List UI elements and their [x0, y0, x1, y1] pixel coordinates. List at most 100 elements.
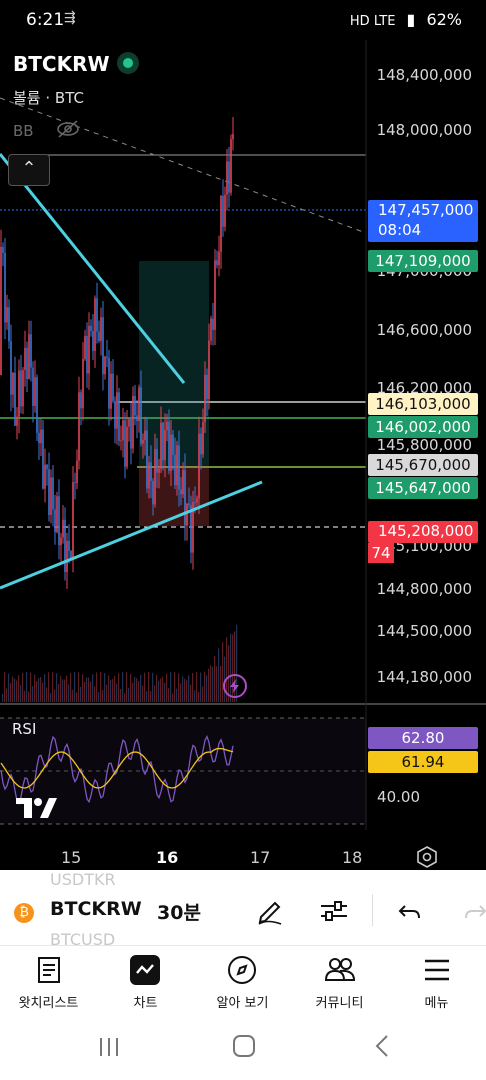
volume-bar — [152, 672, 154, 702]
volume-bar — [80, 686, 82, 702]
volume-bar — [28, 691, 30, 702]
price-tag-sub: 08:04 — [378, 221, 422, 239]
candle — [186, 503, 188, 526]
volume-bar — [128, 687, 130, 702]
volume-bar — [176, 688, 178, 702]
candle — [26, 347, 28, 379]
volume-bar — [36, 681, 38, 702]
candle — [224, 194, 226, 227]
candle — [198, 433, 200, 499]
candle — [118, 392, 120, 441]
candle — [68, 540, 70, 551]
volume-bar — [30, 672, 32, 702]
candle — [36, 377, 38, 433]
volume-legend[interactable]: 볼륨 · BTC — [13, 89, 84, 107]
volume-bar — [100, 672, 102, 702]
chart-toolbar: USDTKR BTCUSD ₿ BTCKRW 30분 — [0, 870, 486, 950]
candle — [92, 331, 94, 351]
redo-icon[interactable] — [462, 900, 486, 922]
price-axis-label: 148,000,000 — [376, 121, 472, 139]
rsi-level-label: 40.00 — [377, 788, 420, 806]
candle — [22, 369, 24, 407]
volume-bar — [122, 672, 124, 702]
volume-bar — [184, 678, 186, 702]
rsi-line — [0, 734, 234, 806]
candle — [208, 340, 210, 400]
bb-legend[interactable]: BB — [13, 122, 34, 140]
candle — [152, 481, 154, 505]
volume-bar — [90, 681, 92, 702]
candle — [58, 496, 60, 546]
price-axis-label: 146,600,000 — [376, 321, 472, 339]
volume-bar — [160, 678, 162, 702]
toolbar-symbol[interactable]: BTCKRW — [50, 898, 142, 920]
x-tick: 17 — [250, 848, 271, 867]
rsi-value-tag: 62.80 — [368, 727, 478, 749]
candle — [226, 161, 228, 195]
price-tag: 146,002,000 — [368, 416, 478, 438]
price-chart[interactable] — [0, 40, 486, 870]
candle — [162, 422, 164, 461]
volume-bar — [52, 672, 54, 702]
chart-canvas[interactable] — [0, 40, 486, 870]
hide-eye-icon[interactable] — [55, 118, 81, 140]
volume-bar — [166, 673, 168, 702]
volume-bar — [68, 684, 70, 702]
candle — [84, 336, 86, 360]
candle — [90, 325, 92, 332]
candle — [204, 374, 206, 423]
candle — [146, 430, 148, 489]
candle — [188, 503, 190, 506]
market-status-dot — [117, 52, 139, 74]
lightning-icon[interactable] — [222, 673, 248, 699]
volume-bar — [120, 688, 122, 702]
volume-bar — [134, 676, 136, 702]
chart-symbol[interactable]: BTCKRW — [13, 52, 110, 76]
candle — [76, 460, 78, 484]
candle — [192, 502, 194, 553]
volume-bar — [168, 688, 170, 702]
volume-bar — [180, 683, 182, 702]
candle — [96, 298, 98, 332]
candle — [168, 421, 170, 471]
volume-bar — [172, 693, 174, 702]
volume-bar — [138, 680, 140, 702]
candle — [14, 372, 16, 426]
recent-apps-icon[interactable] — [98, 1036, 122, 1058]
collapse-legend-button[interactable]: ⌃ — [8, 154, 50, 186]
candle — [218, 251, 220, 266]
volume-bar — [206, 675, 208, 702]
price-axis-label: 146,200,000 — [376, 379, 472, 397]
candle — [126, 426, 128, 467]
indicators-sliders-icon[interactable] — [318, 897, 350, 925]
nav-label: 메뉴 — [424, 996, 449, 1011]
candle — [136, 415, 138, 422]
volume-bar — [64, 679, 66, 702]
volume-bar — [50, 693, 52, 702]
candle — [82, 359, 84, 409]
network-label: HD LTE — [349, 14, 396, 29]
undo-icon[interactable] — [397, 900, 423, 922]
compass-icon — [228, 956, 256, 984]
volume-bar — [16, 680, 18, 702]
volume-bar — [130, 673, 132, 702]
candle — [108, 357, 110, 409]
volume-bar — [132, 682, 134, 702]
settings-hex-icon[interactable] — [415, 845, 439, 869]
volume-bar — [44, 673, 46, 702]
candle — [44, 464, 46, 489]
volume-bar — [178, 673, 180, 702]
drawing-pen-icon[interactable] — [255, 897, 285, 925]
volume-bar — [26, 672, 28, 702]
price-tag: 146,103,000 — [368, 393, 478, 415]
volume-bar — [34, 674, 36, 702]
rsi-label[interactable]: RSI — [12, 720, 37, 738]
candle — [200, 433, 202, 455]
back-icon[interactable] — [372, 1034, 392, 1058]
volume-bar — [114, 676, 116, 702]
candle — [74, 482, 76, 484]
volume-bar — [40, 676, 42, 702]
interval-selector[interactable]: 30분 — [157, 902, 201, 924]
home-icon[interactable] — [232, 1034, 256, 1058]
candle — [12, 372, 14, 395]
